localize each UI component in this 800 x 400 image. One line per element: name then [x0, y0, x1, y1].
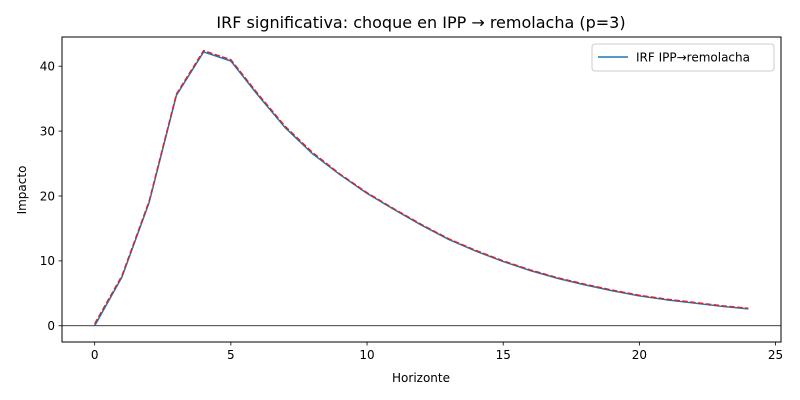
plot-area	[62, 49, 781, 327]
x-tick-label: 5	[227, 348, 235, 362]
y-tick-label: 10	[40, 254, 55, 268]
y-tick-label: 30	[40, 124, 55, 138]
plot-frame	[61, 36, 782, 343]
y-axis: 0 10 20 30 40	[40, 60, 62, 333]
legend: IRF IPP→remolacha	[591, 43, 775, 72]
dashed-series-line	[94, 49, 749, 325]
legend-entry-label: IRF IPP→remolacha	[636, 51, 750, 65]
x-tick-label: 15	[496, 348, 511, 362]
irf-series-line	[94, 51, 749, 327]
x-tick-label: 10	[359, 348, 374, 362]
y-axis-label: Impacto	[15, 166, 29, 215]
x-axis-label: Horizonte	[392, 371, 450, 385]
y-tick-label: 20	[40, 189, 55, 203]
chart-title: IRF significativa: choque en IPP → remol…	[216, 13, 625, 32]
x-tick-label: 20	[632, 348, 647, 362]
x-tick-label: 25	[768, 348, 783, 362]
y-tick-label: 0	[47, 319, 55, 333]
y-tick-label: 40	[40, 60, 55, 74]
x-axis: 0 5 10 15 20 25	[91, 342, 783, 362]
legend-box	[591, 43, 775, 72]
x-tick-label: 0	[91, 348, 99, 362]
